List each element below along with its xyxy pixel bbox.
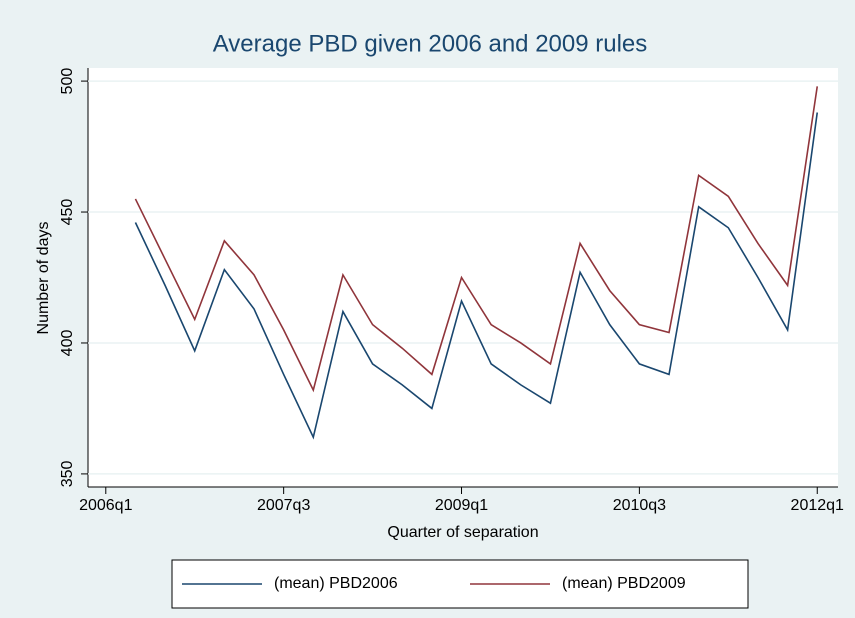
legend-label: (mean) PBD2006 — [274, 575, 398, 592]
y-tick-label: 400 — [59, 330, 76, 357]
chart-title: Average PBD given 2006 and 2009 rules — [213, 30, 648, 57]
x-tick-label: 2006q1 — [79, 497, 132, 514]
y-axis-label: Number of days — [35, 222, 52, 335]
legend-box — [171, 559, 749, 609]
x-axis-label: Quarter of separation — [387, 524, 538, 541]
y-tick-label: 450 — [59, 199, 76, 226]
x-tick-label: 2012q1 — [791, 497, 844, 514]
legend-label: (mean) PBD2009 — [562, 575, 686, 592]
line-series — [134, 112, 819, 440]
line-series — [134, 86, 819, 393]
x-tick-label: 2010q3 — [613, 497, 666, 514]
y-tick-label: 500 — [59, 68, 76, 95]
y-tick-label: 350 — [59, 460, 76, 487]
x-tick-label: 2007q3 — [257, 497, 310, 514]
plot-area — [88, 68, 838, 487]
x-tick-label: 2009q1 — [435, 497, 488, 514]
